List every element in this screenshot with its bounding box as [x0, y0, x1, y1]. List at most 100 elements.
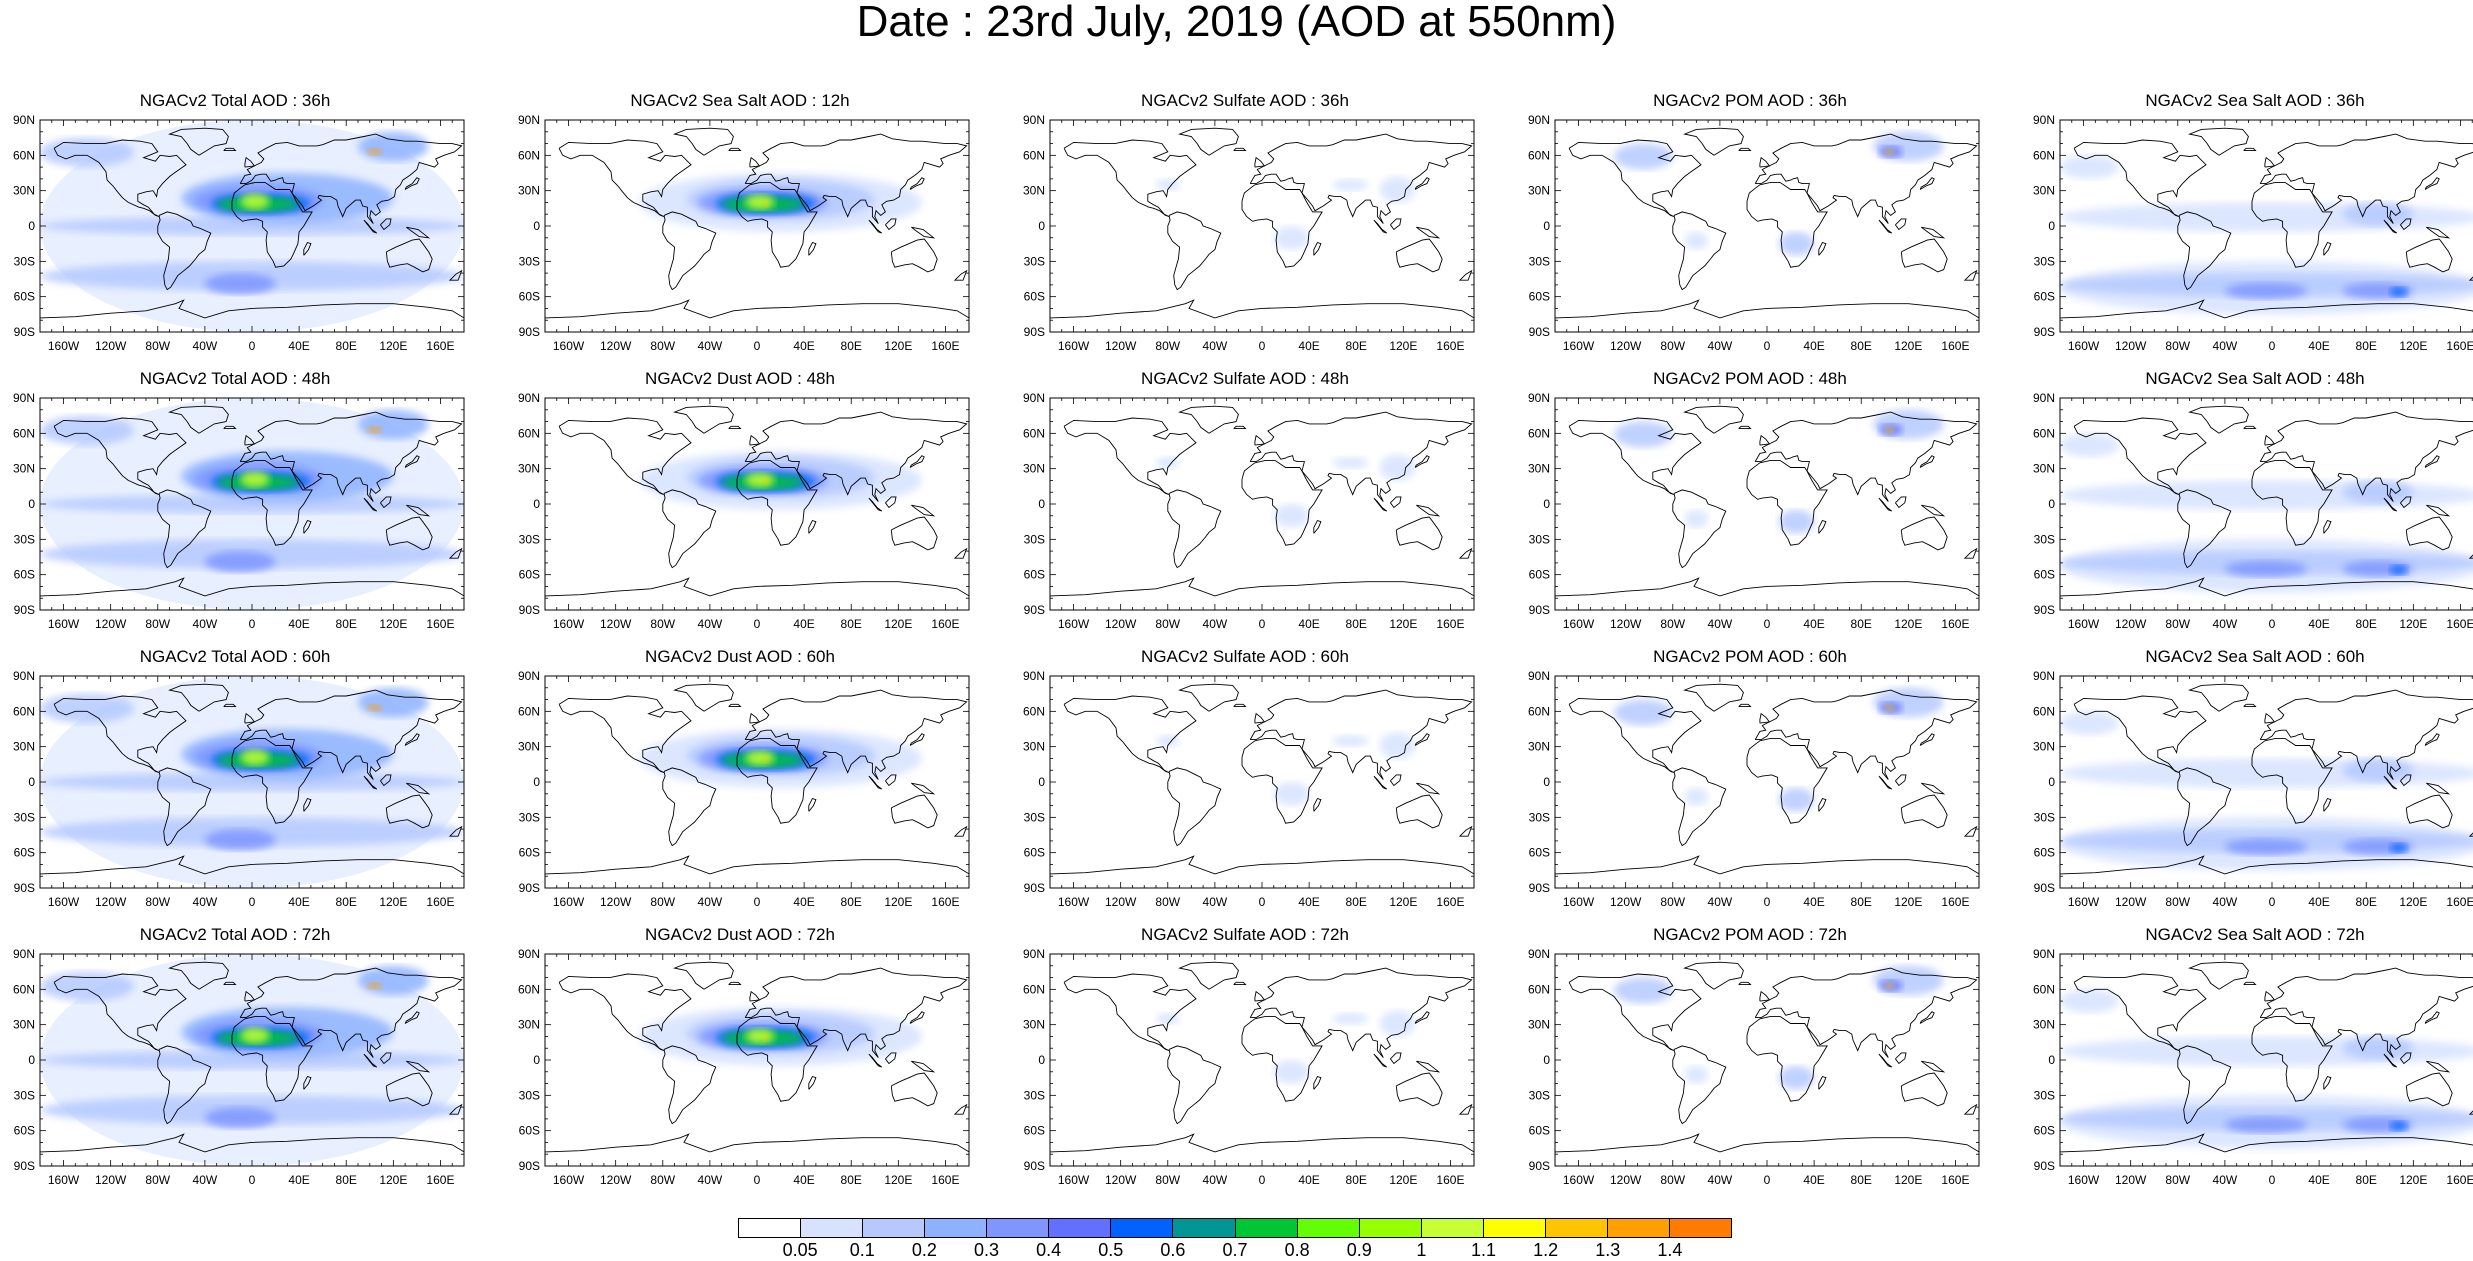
coastline [168, 405, 229, 434]
colorbar-swatch [1545, 1219, 1608, 1237]
tick-marks [2059, 953, 2473, 1167]
coastline [673, 127, 734, 156]
tick-marks [1049, 675, 1475, 889]
aod-plume [1613, 699, 1673, 726]
coastline [1683, 961, 1744, 990]
coastline [1555, 577, 1979, 597]
coastline [40, 299, 464, 319]
coastlines [1050, 127, 1474, 319]
aod-plume [2060, 711, 2119, 735]
aod-plume [40, 415, 135, 446]
colorbar-swatch [739, 1219, 802, 1237]
coastline [1167, 211, 1222, 291]
map-plot: 90N 60N 30N 0 30S 60S 90S 160W 120W 80W 40W 0 40E 80E… [1528, 391, 1980, 631]
lon-tick-label: 80W [145, 617, 170, 631]
coastline [1395, 1072, 1443, 1107]
lat-tick-label: 60S [14, 846, 35, 860]
coastline [385, 794, 433, 829]
coastline [303, 519, 312, 534]
lon-tick-label: 80E [1346, 1173, 1367, 1187]
lat-tick-label: 90S [1024, 325, 1045, 339]
coastline [868, 775, 883, 790]
lat-tick-label: 90S [519, 881, 540, 895]
coastline [40, 855, 464, 875]
coastline [239, 967, 463, 1058]
lon-tick-label: 40E [793, 1173, 814, 1187]
aod-plume [2389, 287, 2408, 297]
lat-tick-label: 60S [1529, 568, 1550, 582]
lat-tick-label: 30S [519, 254, 540, 268]
lon-tick-label: 120E [2399, 339, 2427, 353]
aod-plume [40, 772, 464, 792]
lon-tick-label: 120E [2399, 617, 2427, 631]
lat-tick-label: 60S [519, 568, 540, 582]
aod-plume [358, 965, 429, 996]
lon-tick-label: 160E [1436, 617, 1464, 631]
coastline [363, 497, 378, 512]
aod-plume [40, 137, 135, 168]
lon-tick-label: 120W [2115, 895, 2147, 909]
lat-tick-label: 30N [1023, 462, 1045, 476]
coastline [385, 1072, 433, 1107]
lon-tick-label: 40E [288, 617, 309, 631]
colorbar-label: 1 [1416, 1240, 1427, 1260]
lat-tick-label: 60S [519, 846, 540, 860]
lat-tick-label: 60N [518, 704, 540, 718]
lat-tick-label: 60S [2034, 290, 2055, 304]
lat-tick-label: 30S [1529, 532, 1550, 546]
lon-tick-label: 40W [2213, 895, 2238, 909]
lon-tick-label: 120E [2399, 1173, 2427, 1187]
map-panel: NGACv2 Dust AOD : 48h 90N 60N 30N 0 30S 60S 90S… [505, 370, 975, 646]
coastline [1895, 218, 1907, 231]
coastline [1373, 775, 1388, 790]
lon-tick-label: 120E [379, 339, 407, 353]
coastline [558, 139, 692, 218]
coastline [231, 1015, 313, 1102]
coastline [2251, 181, 2333, 268]
coastline [909, 1011, 925, 1024]
map-panel: NGACv2 Sulfate AOD : 72h 90N 60N 30N 0 30S 60S… [1010, 926, 1480, 1202]
lat-tick-label: 90N [1528, 391, 1550, 405]
lat-tick-label: 60N [2033, 426, 2055, 440]
coastline [744, 133, 968, 224]
coastline [363, 1053, 378, 1068]
aod-field [639, 1007, 922, 1066]
lat-tick-label: 0 [2048, 775, 2055, 789]
lat-tick-label: 60N [13, 982, 35, 996]
coastline [1555, 1133, 1979, 1153]
aod-plume [762, 756, 769, 764]
coastline [1878, 219, 1893, 234]
aod-plume [2342, 758, 2414, 782]
coastline [406, 782, 431, 795]
lon-tick-label: 40E [793, 339, 814, 353]
lon-tick-label: 120E [1389, 339, 1417, 353]
lon-tick-label: 40E [288, 1173, 309, 1187]
tick-marks [2059, 119, 2473, 333]
lat-tick-label: 60N [13, 148, 35, 162]
coastline [1738, 981, 1752, 986]
lat-tick-label: 30S [519, 1088, 540, 1102]
aod-plume [1273, 1060, 1310, 1084]
coastlines [1050, 683, 1474, 875]
map-panel: NGACv2 Sulfate AOD : 60h 90N 60N 30N 0 30S 60S… [1010, 648, 1480, 924]
coastline [2073, 139, 2207, 218]
aod-plume [1873, 965, 1944, 996]
coastline [1178, 683, 1239, 712]
aod-field [2060, 433, 2473, 593]
coastline [1919, 177, 1935, 190]
lat-tick-label: 30S [2034, 532, 2055, 546]
coastline [1063, 695, 1197, 774]
lat-tick-label: 60N [1023, 148, 1045, 162]
aod-plume [1379, 454, 1416, 481]
lat-tick-label: 30S [14, 254, 35, 268]
lat-tick-label: 60N [1023, 982, 1045, 996]
lat-tick-label: 30S [1529, 810, 1550, 824]
lon-tick-label: 80E [1851, 339, 1872, 353]
panel-title: NGACv2 POM AOD : 36h [1653, 91, 1847, 110]
coastline [2243, 703, 2257, 708]
coastline [363, 219, 378, 234]
lon-tick-label: 120W [2115, 617, 2147, 631]
lon-tick-label: 40W [698, 339, 723, 353]
coastline [558, 973, 692, 1052]
tick-marks [544, 953, 970, 1167]
